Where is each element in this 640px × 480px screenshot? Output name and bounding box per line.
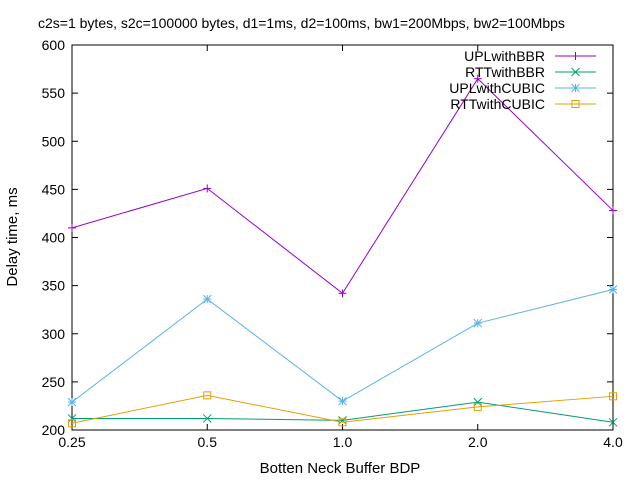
data-point [67,397,77,407]
y-tick-label: 350 [42,278,66,294]
data-point [473,397,483,407]
y-tick-label: 600 [42,37,66,53]
y-tick-label: 300 [42,326,66,342]
data-point [203,391,212,400]
data-point [67,414,77,423]
series-line [71,394,614,424]
legend-marker [571,100,580,108]
legend-item: RTTwithCUBIC [450,96,596,112]
data-point [473,74,482,83]
data-point [202,294,212,304]
legend-label: UPLwithCUBIC [449,80,545,96]
data-point [203,184,212,193]
series-UPLwithBBR [68,74,617,298]
data-point [68,223,76,232]
y-tick-label: 550 [42,85,66,101]
legend-marker [571,83,580,93]
x-tick-label: 0.25 [58,434,85,450]
series-RTTwithCUBIC [68,391,617,428]
y-tick-label: 500 [42,133,66,149]
series-layer [67,74,618,428]
legend-item: RTTwithBBR [465,64,596,80]
legend-item: UPLwithCUBIC [449,80,596,96]
data-point [338,396,347,406]
x-tick-label: 2.0 [468,434,488,450]
legend-item: UPLwithBBR [464,48,596,64]
data-point [609,392,617,401]
legend-marker [571,67,580,77]
legend-label: RTTwithCUBIC [450,96,545,112]
chart-title: c2s=1 bytes, s2c=100000 bytes, d1=1ms, d… [38,15,565,31]
x-tick-label: 4.0 [603,434,623,450]
x-axis: 0.25 0.5 1.0 2.0 4.0 [58,45,623,450]
series-UPLwithCUBIC [67,285,618,407]
y-axis-title: Delay time, ms [4,187,21,286]
data-point [338,289,347,298]
y-tick-label: 450 [42,181,66,197]
data-point [338,416,347,425]
series-RTTwithBBR [67,397,618,427]
legend-label: UPLwithBBR [464,48,545,64]
legend: UPLwithBBRRTTwithBBRUPLwithCUBICRTTwithC… [449,48,596,112]
data-point [202,414,212,423]
data-point [473,318,483,328]
data-point [68,419,76,428]
x-tick-label: 0.5 [198,434,218,450]
data-point [473,402,482,411]
y-axis: 200 250 300 350 400 450 500 550 600 [42,37,613,438]
y-tick-label: 200 [42,422,66,438]
legend-marker [571,52,580,60]
data-point [608,417,618,427]
series-line [71,288,614,403]
data-point [338,418,347,427]
y-tick-label: 400 [42,230,66,246]
y-tick-label: 250 [42,374,66,390]
data-point [609,206,617,215]
legend-label: RTTwithBBR [465,64,545,80]
x-axis-title: Botten Neck Buffer BDP [260,460,421,477]
data-point [608,285,618,294]
x-tick-label: 1.0 [333,434,353,450]
